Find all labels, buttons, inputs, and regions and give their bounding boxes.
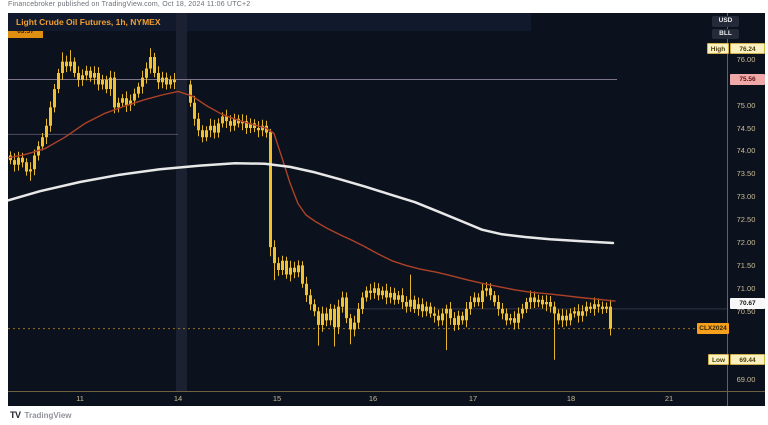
time-axis[interactable]: 11 14 15 16 17 18 21 [8, 391, 727, 406]
time-tick-11: 11 [76, 394, 84, 403]
tradingview-brand-text[interactable]: TradingView [24, 410, 72, 420]
candles-post-weekend-wicks [190, 80, 611, 360]
price-axis-border [727, 13, 728, 406]
price-tick-76.00: 76.00 [736, 54, 756, 64]
weekend-gap-band [176, 13, 187, 391]
symbol-title: Light Crude Oil Futures, 1h, NYMEX [16, 17, 161, 27]
ma-slow-line [8, 162, 615, 245]
session-low-value: 69.44 [730, 354, 765, 365]
price-tick-73.00: 73.00 [736, 192, 756, 202]
time-tick-14: 14 [173, 394, 183, 403]
contract-tag: CLX2024 [697, 323, 729, 334]
session-high-tag: High [707, 43, 729, 54]
price-axis[interactable]: 76.00 75.00 74.50 74.00 73.50 73.00 72.50 72.00… [727, 13, 765, 391]
symbol-title-strip [8, 13, 531, 31]
session-low-tag: Low [708, 354, 729, 365]
tradingview-watermark[interactable]: TV TradingView [10, 408, 72, 422]
time-tick-21: 21 [664, 394, 674, 403]
price-tick-72.50: 72.50 [736, 215, 756, 225]
price-chart-canvas[interactable] [8, 13, 727, 391]
tradingview-logo-icon: TV [10, 410, 21, 420]
session-high-value: 76.24 [730, 43, 765, 54]
candles-post-weekend-bodies [189, 84, 612, 330]
price-tick-69.00: 69.00 [736, 375, 756, 385]
ma-fast-line [8, 90, 616, 302]
time-tick-17: 17 [468, 394, 478, 403]
price-tick-74.00: 74.00 [736, 146, 756, 156]
chart-panel: Light Crude Oil Futures, 1h, NYMEX 76.00… [8, 13, 765, 406]
time-axis-border [8, 391, 765, 392]
level-75-56-label: 75.56 [730, 74, 765, 85]
price-tick-72.00: 72.00 [736, 238, 756, 247]
price-tick-70.50: 70.50 [736, 306, 756, 316]
price-tick-74.50: 74.50 [736, 123, 756, 133]
time-tick-16: 16 [368, 394, 378, 403]
price-tick-71.00: 71.00 [736, 283, 756, 293]
publish-attribution: Financebroker published on TradingView.c… [8, 1, 251, 8]
price-tick-71.50: 71.50 [736, 260, 756, 270]
price-tick-75.00: 75.00 [736, 100, 756, 110]
currency-usd-button[interactable]: USD [712, 16, 739, 27]
ma-value-label: 70.67 [730, 298, 765, 309]
time-tick-18: 18 [566, 394, 576, 403]
price-tick-73.50: 73.50 [736, 169, 756, 179]
time-tick-15: 15 [272, 394, 282, 403]
unit-bll-button[interactable]: BLL [712, 28, 739, 39]
